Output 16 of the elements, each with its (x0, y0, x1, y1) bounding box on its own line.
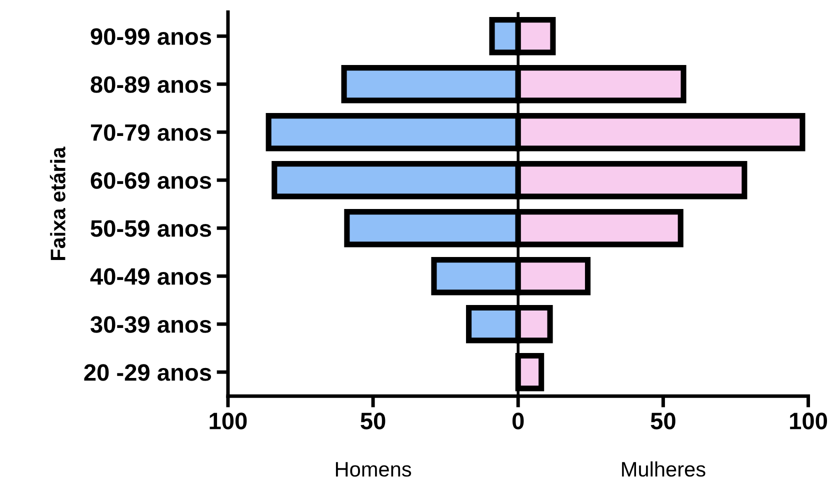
text: Mulheres (622, 461, 706, 477)
x-tick-label: 0 (512, 412, 524, 430)
y-tick-label: 40-49 anos (90, 268, 212, 285)
x-tick-label: 50 (650, 412, 676, 430)
x-tick-label: 50 (360, 412, 386, 430)
x-tick-label: 100 (210, 412, 247, 430)
y-axis-title: Faixa etária (50, 146, 66, 260)
y-tick-label: 80-89 anos (90, 76, 212, 93)
y-tick-label: 30-39 anos (90, 316, 212, 333)
text: Homens (336, 462, 412, 477)
y-tick-label: 90-99 anos (90, 28, 212, 45)
y-tick-label: 70-79 anos (90, 124, 212, 141)
y-tick-label: 50-59 anos (90, 220, 212, 237)
y-tick-label: 20 -29 anos (84, 364, 212, 381)
y-tick-label: 60-69 anos (90, 172, 212, 189)
x-tick-label: 100 (790, 412, 828, 430)
